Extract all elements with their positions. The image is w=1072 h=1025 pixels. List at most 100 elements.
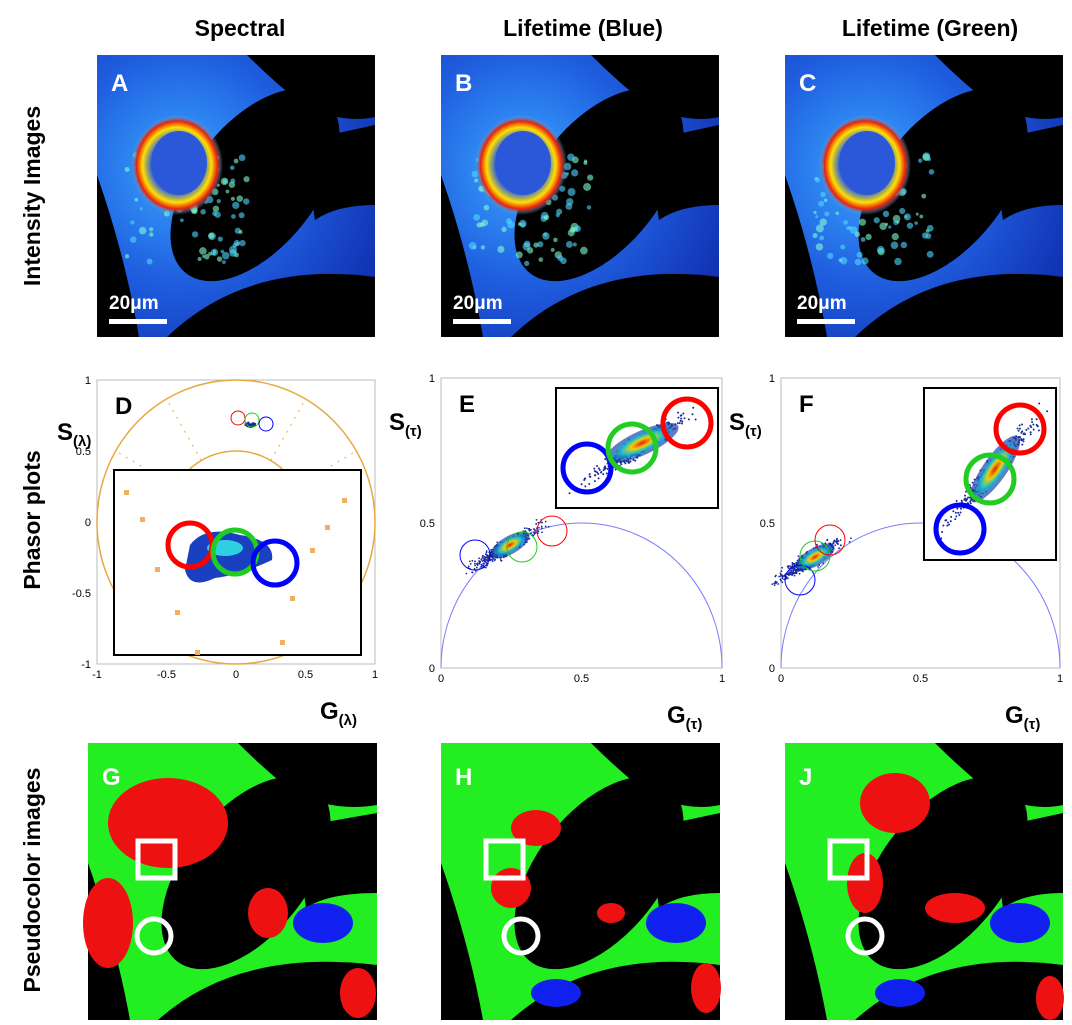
speckle xyxy=(208,233,214,239)
x-axis-label: G(λ) xyxy=(320,698,357,729)
speckle xyxy=(916,213,919,216)
panel-letter: F xyxy=(799,391,814,418)
inset-dot xyxy=(124,490,129,495)
speckle xyxy=(231,214,236,219)
phasor-point xyxy=(477,564,479,566)
inset-point xyxy=(1029,425,1031,427)
phasor-point xyxy=(536,519,538,521)
nucleus xyxy=(495,131,551,195)
speckle xyxy=(565,203,572,210)
phasor-point xyxy=(795,570,797,572)
phasor-point xyxy=(545,525,547,527)
speckle xyxy=(583,161,587,165)
y-axis-symbol: S xyxy=(57,419,73,446)
inset-point xyxy=(1018,430,1020,432)
phasor-point xyxy=(787,566,789,568)
speckle xyxy=(907,222,913,228)
blue-region xyxy=(293,903,353,943)
speckle xyxy=(543,232,547,236)
inset-point xyxy=(589,473,591,475)
scale-bar-label: 20μm xyxy=(797,293,847,314)
scale-bar xyxy=(453,319,511,324)
panel-letter: C xyxy=(799,70,816,97)
blue-region xyxy=(646,903,706,943)
inset-point xyxy=(1031,421,1033,423)
speckle xyxy=(575,225,581,231)
phasor-point xyxy=(474,563,476,565)
blue-region xyxy=(990,903,1050,943)
inset-point xyxy=(679,422,681,424)
panel-letter: E xyxy=(459,391,475,418)
speckle xyxy=(894,258,901,265)
speckle xyxy=(239,154,246,161)
y-axis-label: S(λ) xyxy=(57,419,91,450)
speckle xyxy=(234,159,239,164)
phasor-point xyxy=(474,560,476,562)
speckle xyxy=(198,257,202,261)
phasor-point xyxy=(793,568,795,570)
inset-point xyxy=(941,531,943,533)
panel-letter: B xyxy=(455,70,472,97)
phasor-point xyxy=(480,564,482,566)
inset-point xyxy=(957,512,959,514)
phasor-point xyxy=(781,581,783,583)
speckle xyxy=(473,214,480,221)
scale-bar-label: 20μm xyxy=(109,293,159,314)
y-axis-symbol: S xyxy=(729,409,745,436)
speckle xyxy=(222,252,230,260)
phasor-point xyxy=(774,584,776,586)
scale-bar-label: 20μm xyxy=(453,293,503,314)
speckle xyxy=(818,201,824,207)
scale-bar xyxy=(797,319,855,324)
phasor-point xyxy=(529,529,531,531)
phasor-point xyxy=(478,557,480,559)
phasor-point xyxy=(524,527,526,529)
inset-point xyxy=(960,511,962,513)
speckle xyxy=(820,192,825,197)
speckle xyxy=(580,247,588,255)
inset-dot xyxy=(310,548,315,553)
column-header: Spectral xyxy=(195,15,286,41)
inset-dot xyxy=(175,610,180,615)
x-tick-label: 0.5 xyxy=(913,673,928,685)
red-region xyxy=(83,878,133,968)
y-tick-label: -1 xyxy=(81,659,91,671)
speckle xyxy=(839,258,842,261)
phasor-point xyxy=(840,539,842,541)
inset-point xyxy=(1038,429,1040,431)
speckle xyxy=(824,211,829,216)
inset-point xyxy=(680,418,682,420)
y-tick-label: 0 xyxy=(429,663,435,675)
inset-point xyxy=(628,462,630,464)
x-axis-label: G(τ) xyxy=(1005,702,1040,733)
phasor-point xyxy=(840,544,842,546)
inset-dot xyxy=(280,640,285,645)
x-tick-label: 0.5 xyxy=(574,673,589,685)
phasor-point xyxy=(484,558,486,560)
inset-point xyxy=(1021,424,1023,426)
speckle xyxy=(857,252,863,258)
phasor-point xyxy=(254,423,256,425)
phasor-point xyxy=(468,565,470,567)
x-axis-symbol: G xyxy=(1005,702,1024,729)
speckle xyxy=(533,242,538,247)
inset-point xyxy=(1024,433,1026,435)
inset-point xyxy=(584,485,586,487)
speckle xyxy=(840,244,845,249)
inset-point xyxy=(948,524,950,526)
red-region xyxy=(925,893,985,923)
phasor-point xyxy=(781,575,783,577)
figure-layer: SpectralLifetime (Blue)Lifetime (Green)I… xyxy=(19,15,1064,1020)
speckle xyxy=(232,202,239,209)
y-tick-label: 0.5 xyxy=(760,518,775,530)
speckle xyxy=(922,232,928,238)
inset-point xyxy=(588,483,590,485)
phasor-point xyxy=(250,424,252,426)
y-tick-label: 0 xyxy=(769,663,775,675)
inset-point xyxy=(629,460,631,462)
x-tick-label: 0 xyxy=(233,669,239,681)
phasor-point xyxy=(528,528,530,530)
y-axis-label: S(τ) xyxy=(389,409,422,440)
pseudocolor-image: G xyxy=(83,743,377,1020)
inset-point xyxy=(958,514,960,516)
